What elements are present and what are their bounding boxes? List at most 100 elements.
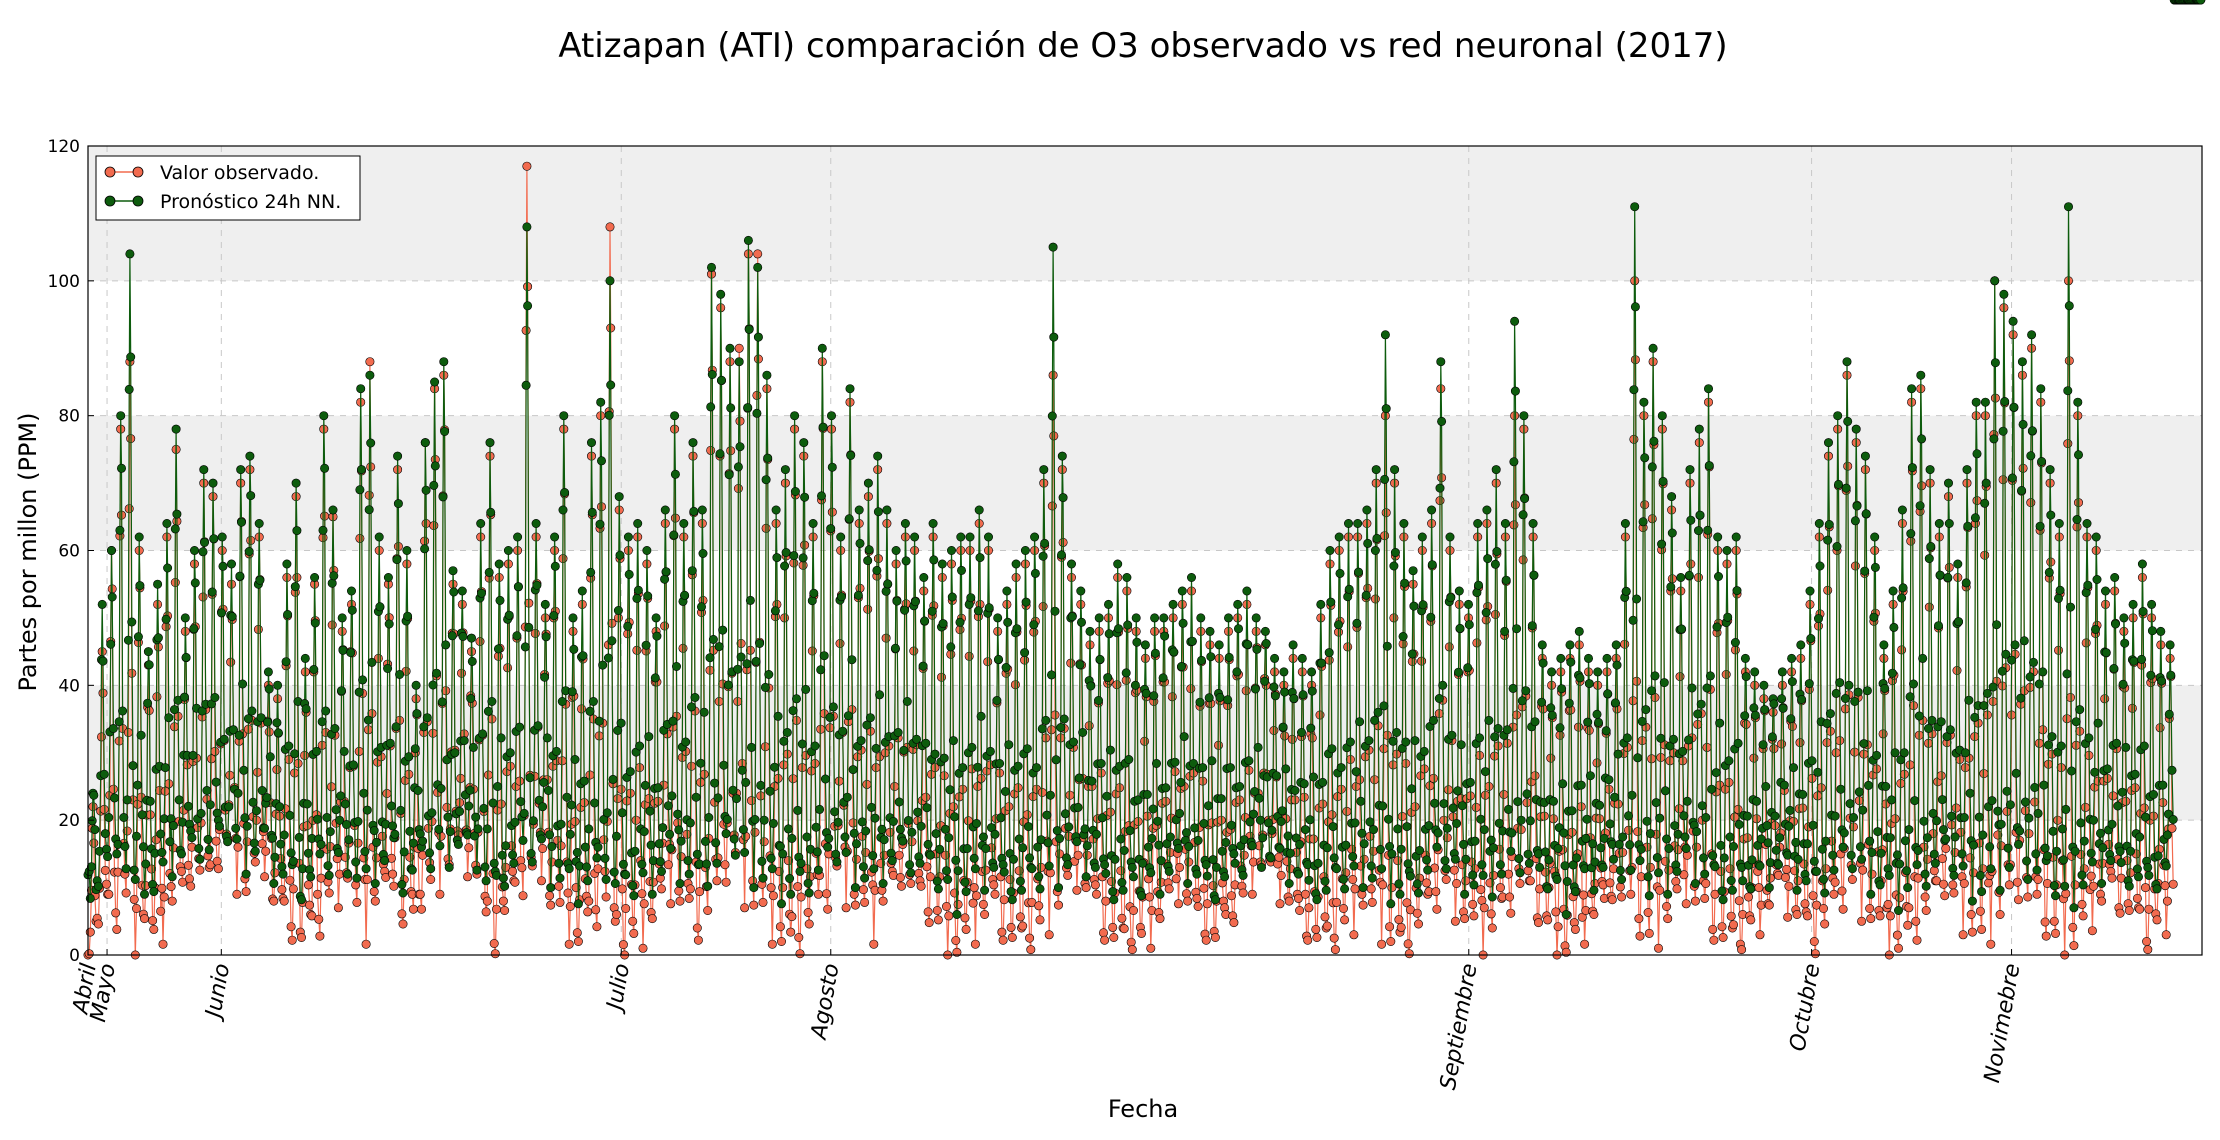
observed-point [1449,865,1459,875]
forecast-point [646,840,656,850]
forecast-point [1041,715,1051,725]
observed-point [442,802,452,812]
forecast-point [541,632,551,642]
forecast-point [1500,518,1510,528]
forecast-point [768,818,778,828]
forecast-point [557,696,567,706]
observed-point [952,947,962,957]
forecast-point [1434,693,1444,703]
forecast-point [2056,741,2066,751]
observed-point [397,909,407,919]
observed-point [1810,949,1820,959]
forecast-point [536,834,546,844]
forecast-point [1657,539,1667,549]
legend-observed-label: Valor observado. [160,162,319,184]
forecast-point [296,895,306,905]
forecast-point [788,706,798,716]
forecast-point [956,532,966,542]
forecast-point [1833,411,1843,421]
observed-point [1227,891,1237,901]
forecast-point [1866,889,1876,899]
forecast-point [327,578,337,588]
observed-point [570,816,580,826]
forecast-point [740,847,750,857]
forecast-point [1715,718,1725,728]
observed-point [1081,883,1091,893]
observed-point [1885,911,1895,921]
observed-point [1700,893,1710,903]
forecast-point [1770,811,1780,821]
forecast-point [1087,776,1097,786]
forecast-point [1370,715,1380,725]
forecast-point [2119,613,2129,623]
forecast-point [808,518,818,528]
forecast-point [826,411,836,421]
forecast-point [1843,416,1853,426]
forecast-point [497,850,507,860]
observed-point [313,889,323,899]
forecast-point [975,553,985,563]
forecast-point [1081,872,1091,882]
forecast-point [711,838,721,848]
forecast-point [2128,599,2138,609]
observed-point [1377,939,1387,949]
forecast-point [1851,424,1861,434]
forecast-point [1716,840,1726,850]
observed-point [605,222,615,232]
observed-point [1984,878,1994,888]
observed-point [1820,919,1830,929]
observed-point [305,900,315,910]
forecast-point [900,605,910,615]
forecast-point [827,462,837,472]
observed-point [2053,815,2063,825]
forecast-point [1086,681,1096,691]
forecast-point [1110,854,1120,864]
observed-point [989,880,999,890]
observed-point [1116,866,1126,876]
observed-point [510,877,520,887]
forecast-point [1876,848,1886,858]
forecast-point [1732,586,1742,596]
forecast-point [1381,404,1391,414]
forecast-point [1796,640,1806,650]
observed-point [1155,914,1165,924]
forecast-point [1557,684,1567,694]
forecast-point [1306,723,1316,733]
observed-point [2087,926,2097,936]
observed-point [296,932,306,942]
forecast-point [1667,492,1677,502]
forecast-point [1809,856,1819,866]
observed-point [1394,915,1404,925]
forecast-point [252,806,262,816]
observed-point [823,904,833,914]
forecast-point [940,824,950,834]
forecast-point [405,826,415,836]
forecast-point [615,550,625,560]
forecast-point [1617,874,1627,884]
forecast-point [770,606,780,616]
forecast-point [1224,613,1234,623]
forecast-point [494,559,504,569]
forecast-point [586,567,596,577]
forecast-point [565,829,575,839]
forecast-point [1388,736,1398,746]
observed-point [1793,876,1803,886]
observed-point [703,905,713,915]
forecast-point [716,375,726,385]
forecast-point [284,741,294,751]
forecast-point [1130,680,1140,690]
forecast-point [1528,518,1538,528]
observed-point [778,883,788,893]
forecast-point [165,837,175,847]
forecast-point [1056,722,1066,732]
observed-point [1920,892,1930,902]
forecast-point [758,873,768,883]
forecast-point [929,555,939,565]
forecast-point [1581,833,1591,843]
observed-point [803,907,813,917]
forecast-point [861,826,871,836]
forecast-point [1190,823,1200,833]
observed-point [1274,852,1284,862]
forecast-point [728,785,738,795]
